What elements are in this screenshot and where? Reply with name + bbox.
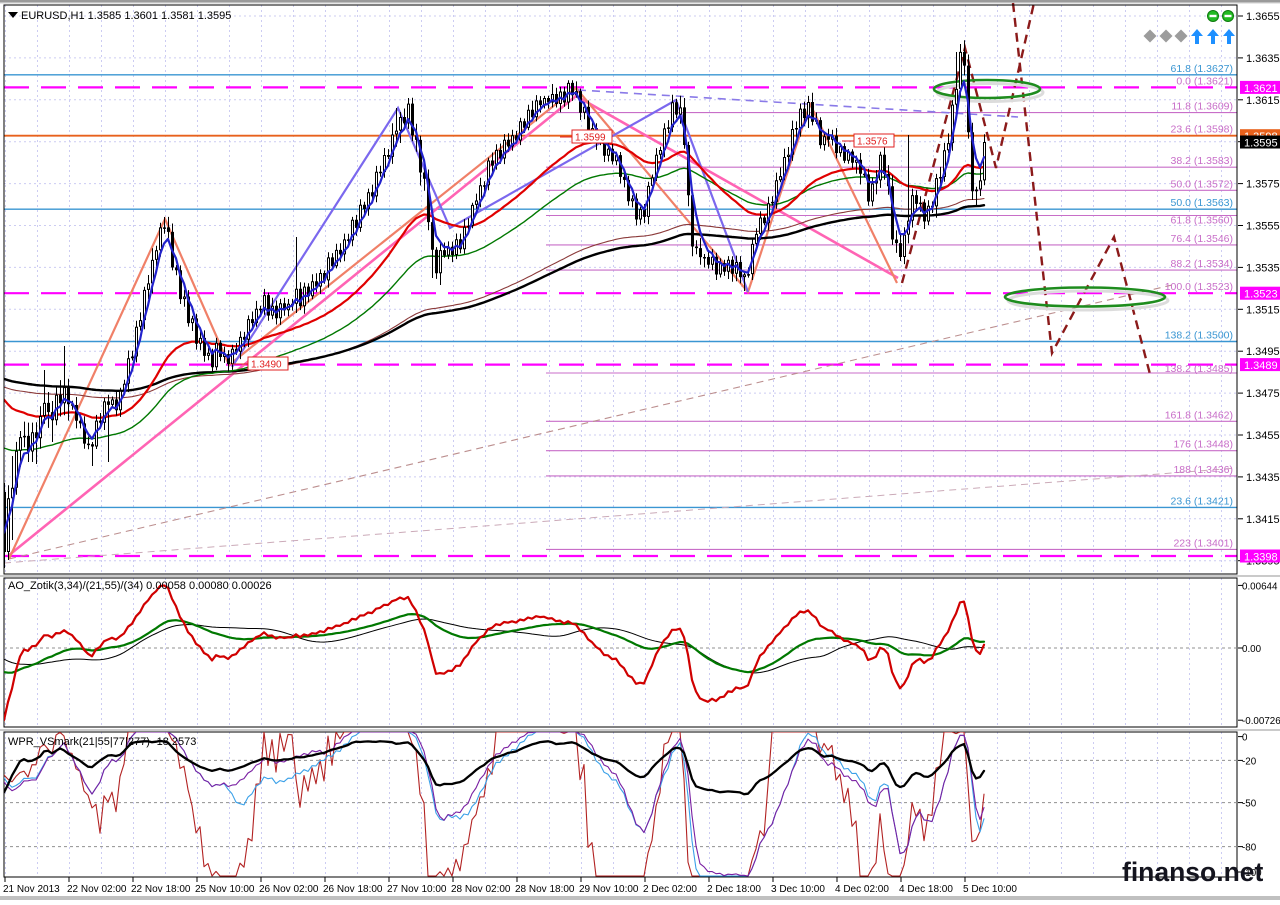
svg-text:26 Nov 02:00: 26 Nov 02:00: [259, 884, 319, 895]
svg-text:29 Nov 10:00: 29 Nov 10:00: [579, 884, 639, 895]
svg-text:21 Nov 2013: 21 Nov 2013: [3, 884, 60, 895]
svg-text:4 Dec 02:00: 4 Dec 02:00: [835, 884, 889, 895]
svg-text:0: 0: [1242, 733, 1248, 744]
svg-text:1.3398: 1.3398: [1244, 552, 1278, 564]
svg-text:1.3495: 1.3495: [1246, 346, 1280, 358]
svg-text:25 Nov 10:00: 25 Nov 10:00: [195, 884, 255, 895]
svg-text:27 Nov 10:00: 27 Nov 10:00: [387, 884, 447, 895]
svg-text:88.2 (1.3534): 88.2 (1.3534): [1171, 258, 1233, 270]
svg-text:28 Nov 02:00: 28 Nov 02:00: [451, 884, 511, 895]
svg-text:WPR_VSmark(21|55|77|277) -18.2: WPR_VSmark(21|55|77|277) -18.2573: [8, 736, 196, 748]
svg-text:1.3535: 1.3535: [1246, 262, 1280, 274]
svg-text:22 Nov 18:00: 22 Nov 18:00: [131, 884, 191, 895]
svg-text:4 Dec 18:00: 4 Dec 18:00: [899, 884, 953, 895]
svg-text:176 (1.3448): 176 (1.3448): [1173, 439, 1233, 451]
svg-text:AO_Zotik(3,34)/(21,55)/(34) 0.: AO_Zotik(3,34)/(21,55)/(34) 0.00058 0.00…: [8, 580, 272, 592]
svg-text:-0.00726: -0.00726: [1242, 716, 1280, 727]
svg-text:1.3489: 1.3489: [1244, 360, 1278, 372]
svg-text:finanso.net: finanso.net: [1122, 857, 1264, 887]
svg-text:EURUSD,H1 1.3585 1.3601 1.358: EURUSD,H1 1.3585 1.3601 1.3581 1.3595: [21, 10, 231, 22]
svg-text:1.3655: 1.3655: [1246, 11, 1280, 23]
svg-text:1.3595: 1.3595: [1244, 138, 1278, 150]
svg-text:1.3490: 1.3490: [251, 360, 282, 371]
svg-text:100.0 (1.3523): 100.0 (1.3523): [1165, 281, 1233, 293]
svg-text:76.4 (1.3546): 76.4 (1.3546): [1171, 233, 1233, 245]
svg-text:2 Dec 02:00: 2 Dec 02:00: [643, 884, 697, 895]
svg-text:223 (1.3401): 223 (1.3401): [1173, 537, 1233, 549]
svg-text:1.3415: 1.3415: [1246, 514, 1280, 526]
svg-text:5 Dec 10:00: 5 Dec 10:00: [963, 884, 1017, 895]
svg-text:26 Nov 18:00: 26 Nov 18:00: [323, 884, 383, 895]
svg-text:188 (1.3436): 188 (1.3436): [1173, 464, 1233, 476]
svg-text:-20: -20: [1242, 756, 1257, 767]
svg-text:-100: -100: [1242, 868, 1262, 879]
svg-text:0.00: 0.00: [1242, 644, 1262, 655]
svg-text:1.3475: 1.3475: [1246, 388, 1280, 400]
svg-text:61.8 (1.3627): 61.8 (1.3627): [1171, 63, 1233, 75]
svg-text:-50: -50: [1242, 799, 1257, 810]
svg-text:38.2 (1.3583): 38.2 (1.3583): [1171, 155, 1233, 167]
svg-text:1.3615: 1.3615: [1246, 95, 1280, 107]
svg-text:22 Nov 02:00: 22 Nov 02:00: [67, 884, 127, 895]
svg-text:61.8 (1.3560): 61.8 (1.3560): [1171, 215, 1233, 227]
svg-text:23.6 (1.3421): 23.6 (1.3421): [1171, 495, 1233, 507]
svg-text:2 Dec 18:00: 2 Dec 18:00: [707, 884, 761, 895]
svg-text:28 Nov 18:00: 28 Nov 18:00: [515, 884, 575, 895]
svg-text:138.2 (1.3485): 138.2 (1.3485): [1165, 363, 1233, 375]
svg-text:1.3599: 1.3599: [575, 133, 606, 144]
svg-text:1.3575: 1.3575: [1246, 179, 1280, 191]
svg-text:3 Dec 10:00: 3 Dec 10:00: [771, 884, 825, 895]
svg-text:0.00644: 0.00644: [1242, 581, 1278, 592]
svg-text:1.3576: 1.3576: [857, 137, 888, 148]
svg-text:-80: -80: [1242, 843, 1257, 854]
svg-text:1.3523: 1.3523: [1244, 289, 1278, 301]
svg-text:1.3555: 1.3555: [1246, 221, 1280, 233]
svg-text:1.3635: 1.3635: [1246, 53, 1280, 65]
svg-text:161.8 (1.3462): 161.8 (1.3462): [1165, 409, 1233, 421]
svg-text:1.3435: 1.3435: [1246, 472, 1280, 484]
svg-text:1.3455: 1.3455: [1246, 430, 1280, 442]
svg-text:0.0 (1.3621): 0.0 (1.3621): [1176, 75, 1233, 87]
svg-text:138.2 (1.3500): 138.2 (1.3500): [1165, 330, 1233, 342]
svg-text:1.3515: 1.3515: [1246, 304, 1280, 316]
svg-text:1.3621: 1.3621: [1244, 83, 1278, 95]
svg-text:23.6 (1.3598): 23.6 (1.3598): [1171, 124, 1233, 136]
svg-text:50.0 (1.3572): 50.0 (1.3572): [1171, 178, 1233, 190]
svg-text:11.8 (1.3609): 11.8 (1.3609): [1171, 101, 1233, 113]
svg-text:50.0 (1.3563): 50.0 (1.3563): [1171, 197, 1233, 209]
